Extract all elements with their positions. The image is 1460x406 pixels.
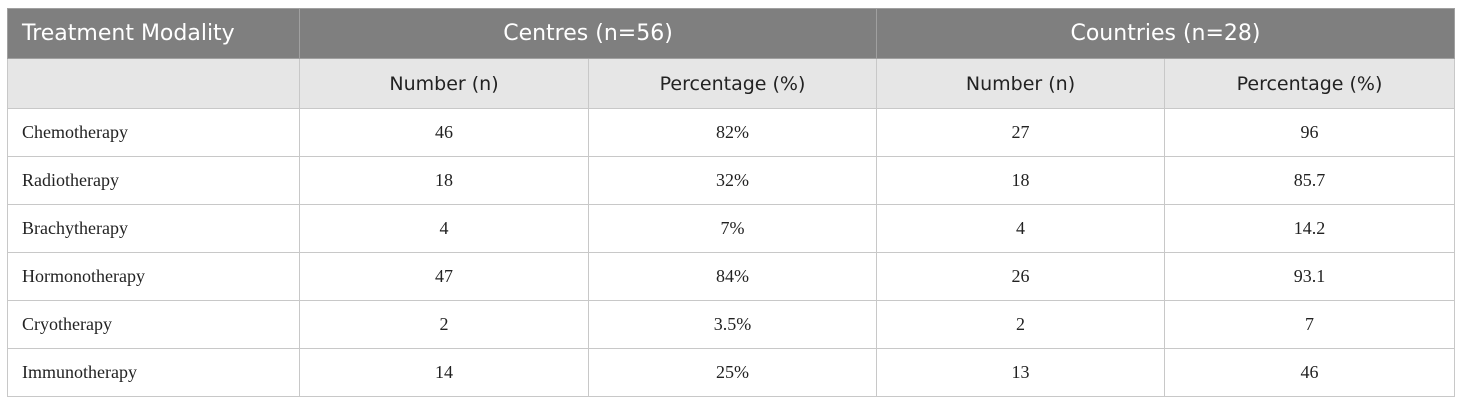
cell: 26: [876, 252, 1165, 301]
subheader-cell: Percentage (%): [588, 58, 877, 109]
header-row: Treatment Modality Centres (n=56) Countr…: [7, 8, 1455, 59]
cell: 96: [1164, 108, 1455, 157]
cell: 93.1: [1164, 252, 1455, 301]
cell: 25%: [588, 348, 877, 397]
table-row: Brachytherapy 4 7% 4 14.2: [7, 204, 1455, 253]
empty-cell: [7, 58, 300, 109]
data-table: Treatment Modality Centres (n=56) Countr…: [7, 8, 1455, 397]
cell: 7: [1164, 300, 1455, 349]
row-label: Hormonotherapy: [7, 252, 300, 301]
cell: 13: [876, 348, 1165, 397]
table-row: Hormonotherapy 47 84% 26 93.1: [7, 252, 1455, 301]
header-cell: Centres (n=56): [299, 8, 877, 59]
subheader-cell: Number (n): [876, 58, 1165, 109]
cell: 18: [299, 156, 589, 205]
row-label: Cryotherapy: [7, 300, 300, 349]
row-label: Chemotherapy: [7, 108, 300, 157]
cell: 32%: [588, 156, 877, 205]
cell: 7%: [588, 204, 877, 253]
cell: 85.7: [1164, 156, 1455, 205]
table-body: Chemotherapy 46 82% 27 96 Radiotherapy 18 32% 18…: [7, 108, 1455, 397]
subheader-row: Number (n) Percentage (%) Number (n) Per…: [7, 58, 1455, 109]
table-row: Immunotherapy 14 25% 13 46: [7, 348, 1455, 397]
cell: 46: [1164, 348, 1455, 397]
cell: 14: [299, 348, 589, 397]
cell: 47: [299, 252, 589, 301]
row-label: Immunotherapy: [7, 348, 300, 397]
header-cell: Treatment Modality: [7, 8, 300, 59]
table-row: Radiotherapy 18 32% 18 85.7: [7, 156, 1455, 205]
cell: 3.5%: [588, 300, 877, 349]
header-cell: Countries (n=28): [876, 8, 1455, 59]
row-label: Brachytherapy: [7, 204, 300, 253]
cell: 27: [876, 108, 1165, 157]
cell: 84%: [588, 252, 877, 301]
cell: 82%: [588, 108, 877, 157]
cell: 46: [299, 108, 589, 157]
cell: 14.2: [1164, 204, 1455, 253]
cell: 2: [876, 300, 1165, 349]
cell: 4: [876, 204, 1165, 253]
cell: 2: [299, 300, 589, 349]
subheader-cell: Number (n): [299, 58, 589, 109]
subheader-cell: Percentage (%): [1164, 58, 1455, 109]
table-row: Chemotherapy 46 82% 27 96: [7, 108, 1455, 157]
table-row: Cryotherapy 2 3.5% 2 7: [7, 300, 1455, 349]
row-label: Radiotherapy: [7, 156, 300, 205]
cell: 18: [876, 156, 1165, 205]
cell: 4: [299, 204, 589, 253]
